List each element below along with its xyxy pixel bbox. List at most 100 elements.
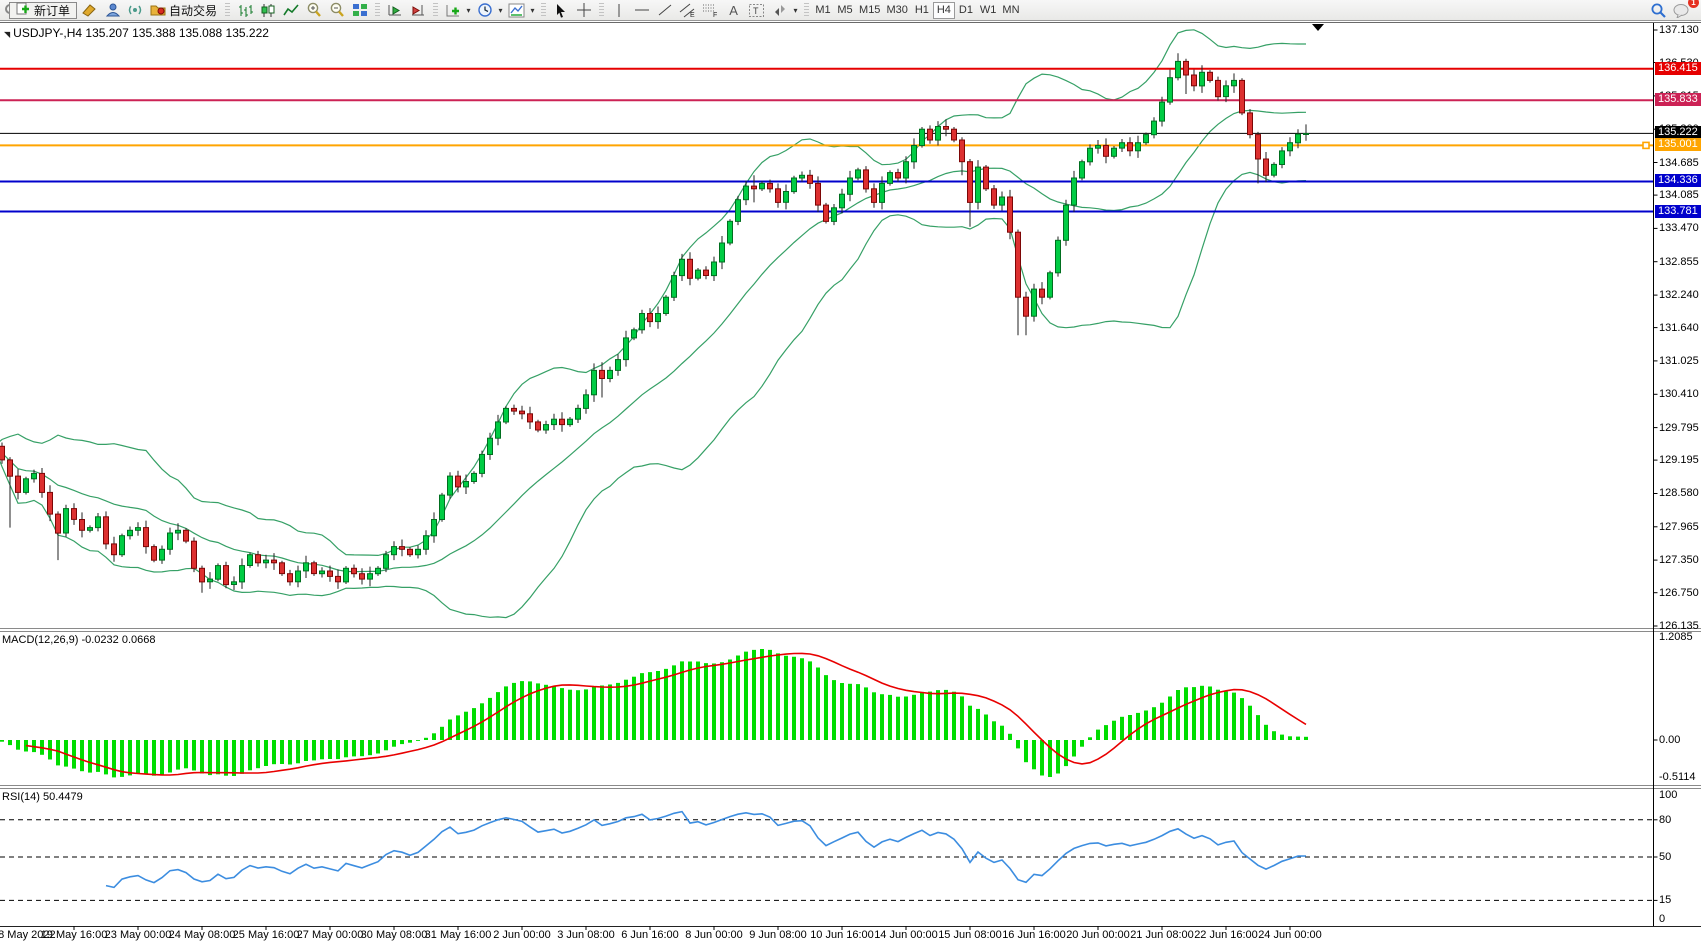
horizontal-line-icon[interactable] [630,1,653,19]
vertical-line-icon[interactable] [607,1,630,19]
price-tick: 130.410 [1659,388,1699,400]
rsi-axis-label: 15 [1659,894,1672,906]
chat-icon[interactable]: 1 [1670,0,1699,19]
time-axis-label: 2 Jun 00:00 [493,929,551,941]
chart-title-text: USDJPY-,H4 135.207 135.388 135.088 135.2… [13,26,269,40]
rsi-axis-label: 100 [1659,789,1678,801]
search-icon[interactable] [1647,1,1670,19]
toolbar-grip [804,2,810,18]
autotrading-icon [150,2,166,19]
periods-icon[interactable] [473,1,496,19]
rsi-axis-label: 0 [1659,913,1666,925]
rsi-axis-label: 80 [1659,814,1672,826]
autotrading-button[interactable]: 自动交易 [146,1,221,19]
time-axis-label: 22 Jun 16:00 [1194,929,1258,941]
rsi-line [105,810,1307,889]
price-tick: 128.580 [1659,487,1699,499]
rsi-label: RSI(14) 50.4479 [2,791,83,803]
price-tick: 137.130 [1659,24,1699,36]
price-tick: 129.195 [1659,454,1699,466]
time-axis-label: 31 May 16:00 [424,929,492,941]
time-axis-label: 18 May 2022 [0,929,56,941]
new-order-button[interactable]: 新订单 [9,1,78,19]
candles-icon[interactable] [256,1,279,19]
time-axis-label: 19 May 16:00 [40,929,108,941]
indicators-caret-icon[interactable]: ▾ [466,5,471,15]
price-tick: 131.025 [1659,355,1699,367]
indicators-icon[interactable] [441,1,464,19]
periods-caret-icon[interactable]: ▾ [498,5,503,15]
autotrading-label: 自动交易 [169,3,218,18]
price-tick: 126.135 [1659,620,1699,632]
time-axis-label: 24 May 08:00 [168,929,236,941]
clipped-edge-icon [0,1,9,19]
candles [0,53,1309,593]
timeframe-MN[interactable]: MN [1002,3,1020,16]
equidistant-channel-icon[interactable]: E [676,1,699,19]
price-tick: 134.685 [1659,157,1699,169]
zoom-out-icon[interactable] [325,1,348,19]
template-icon[interactable] [505,1,528,19]
macd-label: MACD(12,26,9) -0.0232 0.0668 [2,634,156,646]
price-tick: 126.750 [1659,587,1699,599]
tile-windows-icon[interactable] [348,1,371,19]
timeframe-M1[interactable]: M1 [815,3,831,16]
text-icon[interactable]: A [729,2,738,18]
macd-axis-label: 0.00 [1659,734,1681,746]
auto-scroll-icon[interactable] [383,1,406,19]
price-tick: 129.795 [1659,422,1699,434]
price-tick: 132.240 [1659,289,1699,301]
trendline-icon[interactable] [653,1,676,19]
price-tick: 127.350 [1659,554,1699,566]
price-tick: 127.965 [1659,521,1699,533]
time-axis-label: 27 May 00:00 [296,929,364,941]
timeframe-M30[interactable]: M30 [886,3,908,16]
time-axis-label: 10 Jun 16:00 [810,929,874,941]
price-level-label: 135.001 [1655,138,1701,151]
text-label-icon[interactable]: T [745,1,768,19]
time-axis-label: 16 Jun 16:00 [1002,929,1066,941]
arrows-icon[interactable] [768,1,791,19]
time-axis-label: 25 May 16:00 [232,929,300,941]
time-axis-label: 24 Jun 00:00 [1258,929,1322,941]
toolbar-grip [433,2,439,18]
macd-axis-label: 1.2085 [1659,631,1693,643]
order-line-handle[interactable] [1642,141,1650,150]
price-tick: 134.085 [1659,189,1699,201]
fibonacci-icon[interactable]: F [699,1,722,19]
arrows-caret-icon[interactable]: ▾ [793,5,798,15]
price-level-label: 134.336 [1655,174,1701,187]
chart-shift-icon[interactable] [406,1,429,19]
time-axis-label: 6 Jun 16:00 [621,929,679,941]
time-axis-label: 21 Jun 08:00 [1130,929,1194,941]
time-axis-label: 15 Jun 08:00 [938,929,1002,941]
svg-text:E: E [690,12,695,18]
crosshair-icon[interactable] [572,1,595,19]
timeframe-D1[interactable]: D1 [958,3,973,16]
price-level-label: 135.222 [1655,126,1701,139]
toolbar: 新订单 自动交易 [0,0,1701,21]
timeframe-W1[interactable]: W1 [979,3,997,16]
zoom-in-icon[interactable] [302,1,325,19]
bollinger-bands [0,29,1307,619]
line-chart-icon[interactable] [279,1,302,19]
timeframe-M5[interactable]: M5 [837,3,853,16]
time-axis-label: 3 Jun 08:00 [557,929,615,941]
community-icon[interactable] [100,1,123,19]
timeframe-M15[interactable]: M15 [859,3,881,16]
macd-signal-line [25,652,1307,776]
timeframe-H1[interactable]: H1 [914,3,929,16]
cursor-icon[interactable] [549,1,572,19]
toolbar-grip [541,2,547,18]
timeframe-group: M1 M5 M15 M30 H1 H4 D1 W1 MN [812,1,1022,19]
bars-icon[interactable] [233,1,256,19]
gold-chip-icon[interactable] [77,1,100,19]
signals-icon[interactable] [123,1,146,19]
template-caret-icon[interactable]: ▾ [530,5,535,15]
chart-shift-marker[interactable] [1312,24,1324,31]
timeframe-H4[interactable]: H4 [932,1,955,19]
price-tick: 132.855 [1659,256,1699,268]
time-axis-label: 9 Jun 08:00 [749,929,807,941]
